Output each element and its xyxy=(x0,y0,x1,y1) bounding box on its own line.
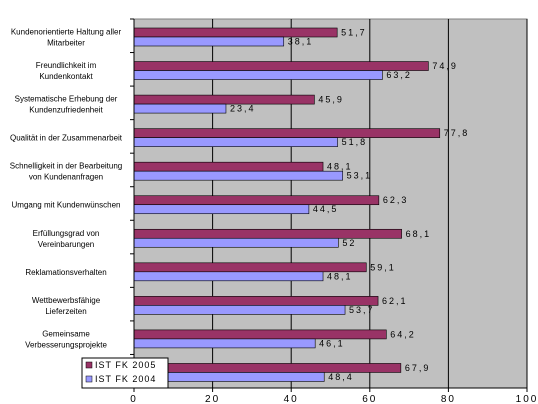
category-label: Systematische Erhebung der xyxy=(15,95,118,104)
bar-2005 xyxy=(133,161,324,172)
bar-2005 xyxy=(133,296,379,306)
category-label: Reklamationsverhalten xyxy=(25,268,106,277)
bar-2005 xyxy=(133,61,429,71)
value-label-2004: 46,1 xyxy=(319,338,345,348)
value-label-2004: 51,8 xyxy=(342,137,368,147)
value-label-2004: 52 xyxy=(342,238,356,248)
value-label-2004: 63,2 xyxy=(386,70,412,80)
category-label: Vereinbarungen xyxy=(38,240,95,249)
category-label: Verbesserungsprojekte xyxy=(25,340,107,349)
bar-2005 xyxy=(133,228,402,239)
bar-2004 xyxy=(133,36,285,47)
value-label-2005: 68,1 xyxy=(406,229,432,239)
category-label: Schnelligkeit in der Bearbeitung xyxy=(10,162,123,171)
value-label-2005: 59,1 xyxy=(370,262,396,272)
value-label-2004: 53,1 xyxy=(347,171,373,181)
bar-2005 xyxy=(133,329,387,340)
x-tick-label: 100 xyxy=(516,394,538,404)
value-label-2005: 77,8 xyxy=(444,128,470,138)
bar-2005 xyxy=(133,195,380,206)
value-label-2005: 64,2 xyxy=(390,329,416,339)
category-labels: Kundenorientierte Haltung aller Mitarbeit… xyxy=(10,28,123,350)
legend: IST FK 2005 IST FK 2004 xyxy=(81,357,169,389)
value-label-2005: 45,9 xyxy=(318,95,344,105)
legend-swatch-2005 xyxy=(85,361,93,369)
category-label: Qualität in der Zusammenarbeit xyxy=(10,134,123,143)
bar-2004 xyxy=(133,170,343,181)
x-tick-label: 80 xyxy=(441,394,456,404)
bar-2004 xyxy=(133,271,324,282)
x-tick-label: 0 xyxy=(130,394,138,404)
legend-label-2005: IST FK 2005 xyxy=(95,360,156,370)
category-label: von Kundenanfragen xyxy=(29,173,103,182)
value-label-2004: 44,5 xyxy=(313,204,339,214)
bar-2004 xyxy=(133,237,339,248)
bar-2004 xyxy=(133,137,338,147)
value-label-2005: 67,9 xyxy=(405,363,431,373)
value-label-2005: 62,3 xyxy=(383,195,409,205)
value-label-2004: 48,1 xyxy=(327,271,353,281)
legend-swatch-2004 xyxy=(85,375,93,383)
category-label: Mitarbeiter xyxy=(47,39,85,48)
bar-2004 xyxy=(133,103,227,114)
category-label: Lieferzeiten xyxy=(45,307,86,316)
category-label: Kundenkontakt xyxy=(39,72,93,81)
x-tick-label: 20 xyxy=(205,394,220,404)
bar-2004 xyxy=(133,305,346,315)
x-tick-label: 40 xyxy=(284,394,299,404)
category-label: Umgang mit Kundenwünschen xyxy=(12,201,121,210)
bar-2005 xyxy=(133,128,441,138)
value-label-2004: 23,4 xyxy=(230,104,256,114)
value-label-2004: 53,7 xyxy=(349,305,375,315)
x-tick-label: 60 xyxy=(362,394,377,404)
category-label: Kundenzufriedenheit xyxy=(29,106,103,115)
category-label: Wettbewerbsfähige xyxy=(32,296,101,305)
value-label-2005: 48,1 xyxy=(327,162,353,172)
category-label: Freundlichkeit im xyxy=(36,61,97,70)
value-label-2005: 74,9 xyxy=(432,61,458,71)
value-label-2004: 48,4 xyxy=(328,372,354,382)
value-labels: 51,738,174,963,245,923,477,851,848,153,1… xyxy=(230,28,470,382)
bar-2005 xyxy=(133,94,315,105)
bar-marks xyxy=(133,27,441,382)
legend-label-2004: IST FK 2004 xyxy=(95,374,156,384)
value-label-2004: 38,1 xyxy=(288,37,314,47)
legend-box xyxy=(81,357,169,389)
bar-2005 xyxy=(133,363,402,373)
bar-2004 xyxy=(133,204,310,215)
bar-2004 xyxy=(133,70,383,80)
category-label: Erfüllungsgrad von xyxy=(33,229,100,238)
value-label-2005: 62,1 xyxy=(382,296,408,306)
category-label: Gemeinsame xyxy=(42,329,90,338)
category-label: Kundenorientierte Haltung aller xyxy=(11,28,122,37)
value-label-2005: 51,7 xyxy=(341,28,367,38)
bar-2004 xyxy=(133,338,316,349)
